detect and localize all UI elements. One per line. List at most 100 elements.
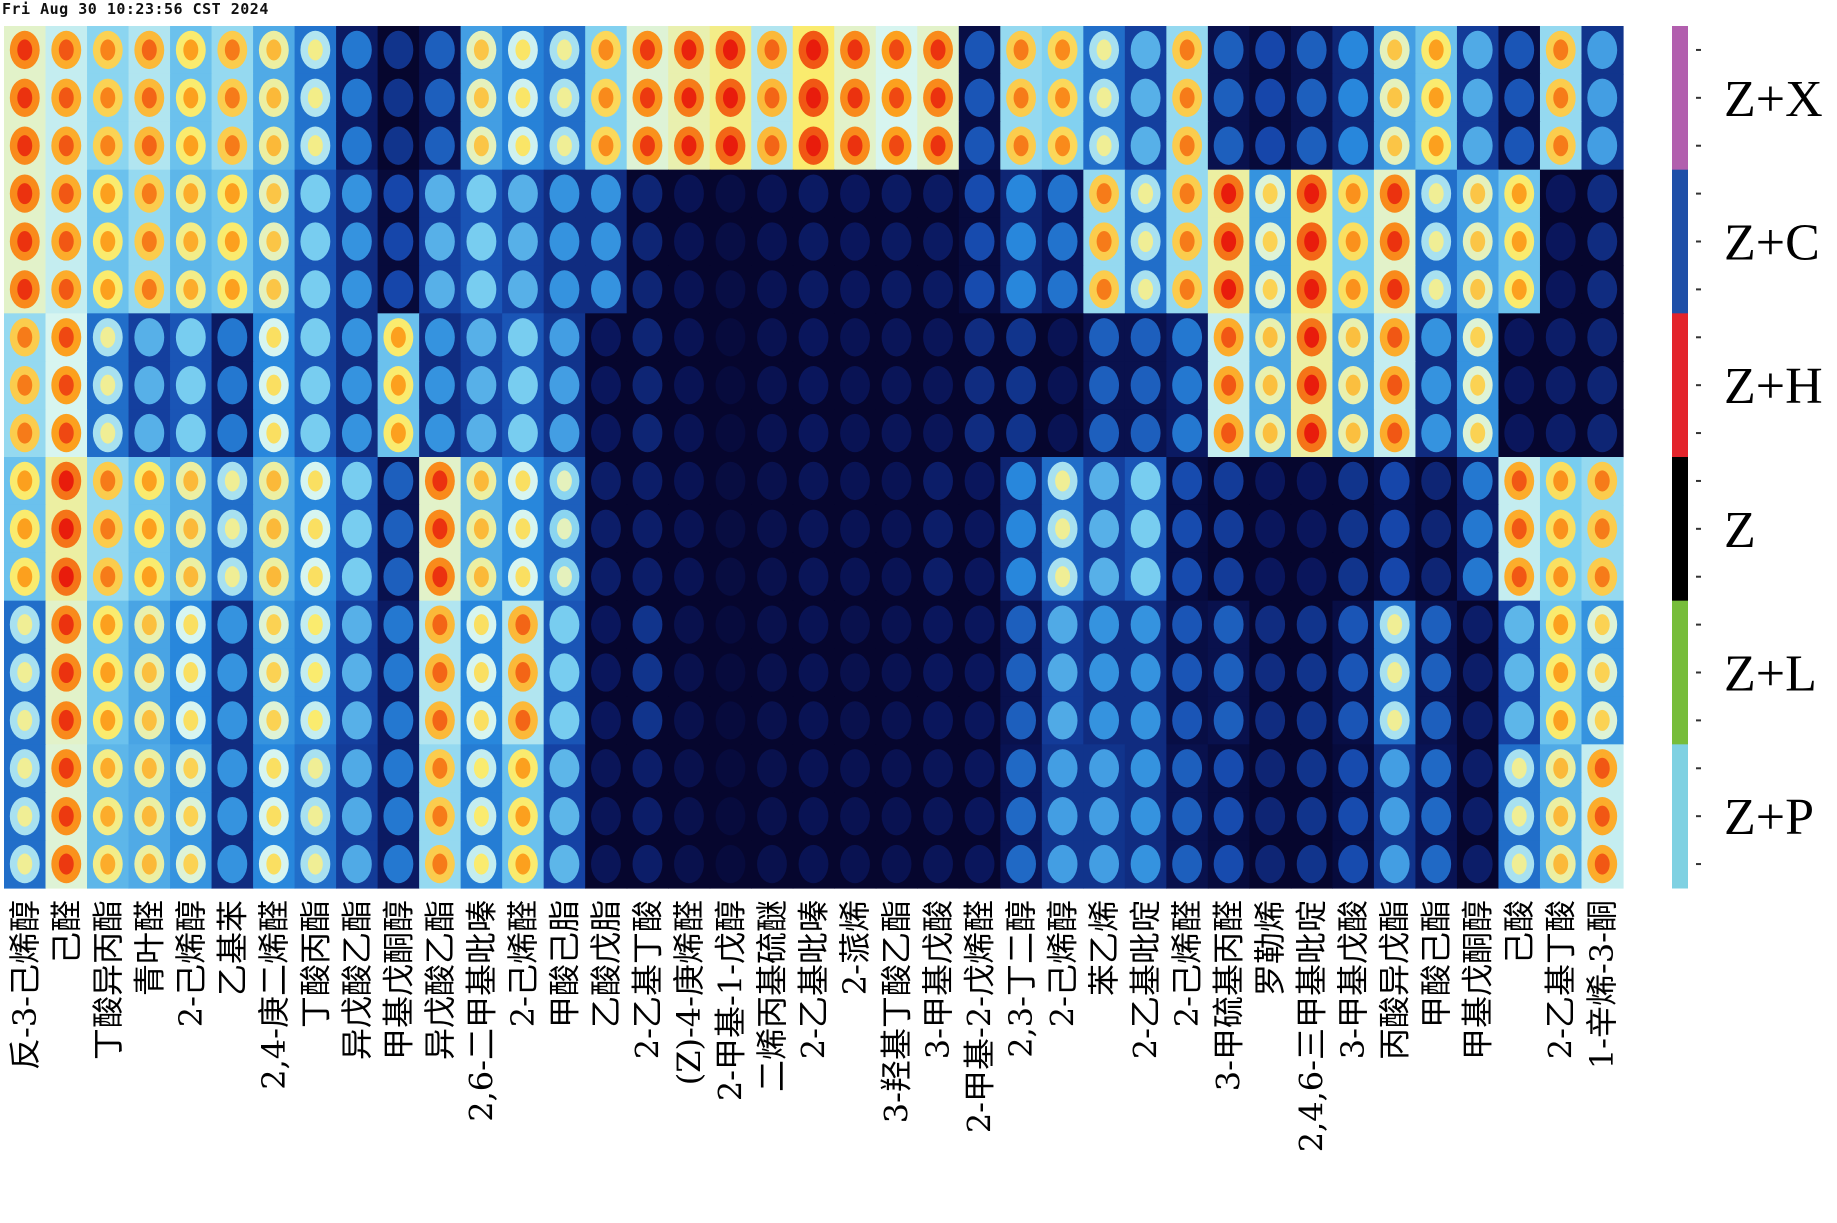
heatmap-cell-core xyxy=(1338,30,1369,70)
heatmap-cell-core xyxy=(757,844,787,884)
heatmap-cell-core xyxy=(674,797,704,836)
heatmap-cell-core xyxy=(881,270,912,309)
x-tick-label: 2-蒎烯 xyxy=(836,900,874,995)
heatmap-cell-core xyxy=(383,557,414,596)
heatmap-cell-peak xyxy=(307,87,323,109)
heatmap-cell-peak xyxy=(1594,805,1610,827)
heatmap-cell-core xyxy=(881,749,912,788)
heatmap-cell-peak xyxy=(1221,183,1237,205)
heatmap-cell-peak xyxy=(723,135,738,157)
heatmap-cell-peak xyxy=(1594,614,1610,636)
heatmap-cell-peak xyxy=(556,518,572,540)
heatmap-cell-core xyxy=(1338,509,1369,548)
heatmap-cell-peak xyxy=(307,39,323,61)
heatmap-cell-peak xyxy=(723,39,738,61)
heatmap-cell-peak xyxy=(473,87,489,109)
heatmap-cell-core xyxy=(591,413,621,453)
heatmap-cell-core xyxy=(341,797,372,836)
heatmap-cell-peak xyxy=(432,614,448,636)
heatmap-cell-core xyxy=(1047,222,1078,261)
heatmap-cell-peak xyxy=(224,87,240,109)
heatmap-cell-core xyxy=(1462,30,1493,70)
heatmap-cell-core xyxy=(383,461,414,501)
heatmap-cell-peak xyxy=(1470,374,1486,396)
heatmap-cell-peak xyxy=(1511,518,1527,540)
heatmap-cell-core xyxy=(424,30,455,70)
heatmap-cell-peak xyxy=(141,853,157,875)
heatmap-cell-peak xyxy=(432,709,448,731)
heatmap-cell-core xyxy=(466,318,497,357)
heatmap-cell-peak xyxy=(100,326,116,348)
heatmap-cell-core xyxy=(300,413,331,453)
heatmap-cell-peak xyxy=(1138,183,1154,205)
heatmap-cell-core xyxy=(383,222,414,261)
heatmap-cell-peak xyxy=(515,566,531,588)
heatmap-cell-core xyxy=(798,653,829,692)
x-tick-label: 3-甲硫基丙醛 xyxy=(1210,900,1248,1091)
heatmap-cell-core xyxy=(1421,318,1452,357)
heatmap-cell-peak xyxy=(806,87,821,109)
heatmap-cell-core xyxy=(217,749,248,788)
heatmap-cell-peak xyxy=(183,135,199,157)
x-tick-label: 2-乙基吡啶 xyxy=(1127,900,1165,1059)
timestamp-label: Fri Aug 30 10:23:56 CST 2024 xyxy=(2,0,269,18)
heatmap-cell-peak xyxy=(183,183,199,205)
heatmap-cell-peak xyxy=(307,661,323,684)
heatmap-cell-core xyxy=(383,174,414,213)
heatmap-cell-core xyxy=(715,270,746,309)
heatmap-cell-core xyxy=(549,174,580,213)
x-tick-label: 反-3-己烯醇 xyxy=(6,900,44,1070)
heatmap-cell-core xyxy=(1047,270,1078,309)
heatmap-cell-peak xyxy=(723,87,738,109)
heatmap-cell-peak xyxy=(224,230,240,253)
heatmap-cell-core xyxy=(1172,844,1203,884)
heatmap-cell-core xyxy=(1047,653,1078,692)
heatmap-cell-core xyxy=(881,653,912,692)
heatmap-cell-core xyxy=(757,509,787,548)
heatmap-cell-peak xyxy=(1345,230,1361,253)
heatmap-cell-peak xyxy=(1387,135,1403,157)
heatmap-cell-core xyxy=(1338,749,1369,788)
heatmap-cell-peak xyxy=(556,470,572,492)
heatmap-cell-core xyxy=(632,222,663,261)
heatmap-cell-peak xyxy=(1096,278,1112,300)
heatmap-cell-peak xyxy=(141,278,157,300)
heatmap-cell-peak xyxy=(1262,278,1278,300)
heatmap-cell-core xyxy=(964,78,995,117)
heatmap-cell-peak xyxy=(473,566,489,588)
heatmap-cell-core xyxy=(881,701,912,740)
heatmap-cell-peak xyxy=(1553,135,1569,157)
heatmap-cell-peak xyxy=(1470,326,1486,348)
heatmap-cell-peak xyxy=(639,39,655,61)
heatmap-cell-core xyxy=(549,797,580,836)
group-bar-segment xyxy=(1672,457,1688,602)
x-tick-label: 丁酸丙酯 xyxy=(296,900,334,1028)
heatmap-cell-core xyxy=(798,605,829,644)
heatmap-cell-peak xyxy=(58,230,74,253)
heatmap-cell-peak xyxy=(556,135,572,157)
x-tick-label: 2-己烯醇 xyxy=(172,900,210,1027)
heatmap-cell-peak xyxy=(224,183,240,205)
heatmap-cell-core xyxy=(134,366,165,405)
heatmap-cell-core xyxy=(1047,605,1078,644)
heatmap-cell-core xyxy=(674,509,704,548)
heatmap-cell-core xyxy=(341,701,372,740)
heatmap-cell-peak xyxy=(1345,278,1361,300)
heatmap-cell-peak xyxy=(141,518,157,540)
heatmap-cell-peak xyxy=(266,470,282,492)
heatmap-cell-peak xyxy=(1387,230,1403,253)
x-tick-label: 二烯丙基硫醚 xyxy=(753,900,791,1092)
heatmap-cell-core xyxy=(341,413,372,453)
heatmap-cell-core xyxy=(674,222,704,261)
heatmap-cell-peak xyxy=(100,805,116,827)
heatmap-cell-peak xyxy=(1304,230,1320,253)
heatmap-cell-peak xyxy=(1594,757,1610,779)
heatmap-cell-core xyxy=(466,270,497,309)
heatmap-cell-core xyxy=(424,78,455,117)
heatmap-cell-core xyxy=(1255,701,1286,740)
heatmap-cell-core xyxy=(757,174,787,213)
heatmap-cell-core xyxy=(798,318,829,357)
heatmap-cell-core xyxy=(1089,749,1120,788)
heatmap-cell-core xyxy=(840,222,870,261)
x-tick-label: 苯乙烯 xyxy=(1085,900,1123,996)
